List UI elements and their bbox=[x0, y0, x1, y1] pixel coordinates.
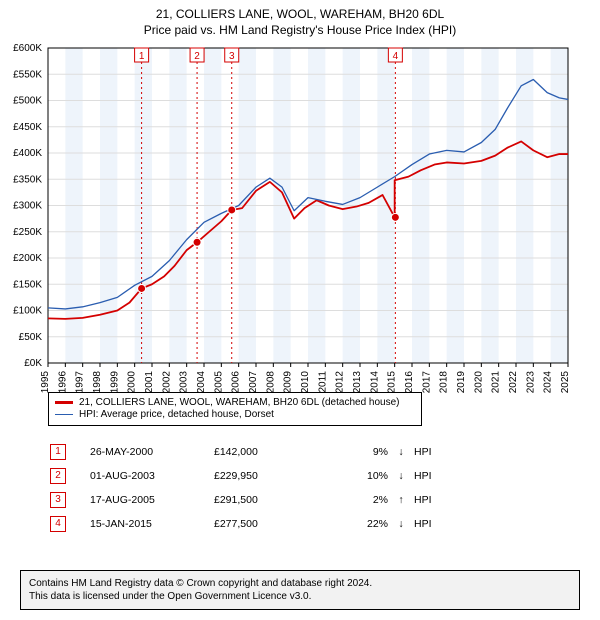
sale-date: 01-AUG-2003 bbox=[88, 464, 212, 488]
svg-text:2006: 2006 bbox=[231, 371, 242, 394]
svg-text:3: 3 bbox=[229, 51, 235, 62]
svg-text:£0K: £0K bbox=[24, 358, 42, 369]
legend-swatch bbox=[55, 414, 73, 416]
legend-swatch bbox=[55, 401, 73, 404]
attribution: Contains HM Land Registry data © Crown c… bbox=[20, 570, 580, 610]
svg-text:2001: 2001 bbox=[144, 371, 155, 394]
sale-marker-icon: 2 bbox=[50, 468, 66, 484]
sale-row: 2 01-AUG-2003£229,95010%↓HPI bbox=[48, 464, 548, 488]
price-chart: £0K£50K£100K£150K£200K£250K£300K£350K£40… bbox=[48, 48, 568, 378]
attribution-line2: This data is licensed under the Open Gov… bbox=[29, 590, 571, 603]
svg-text:2010: 2010 bbox=[300, 371, 311, 394]
svg-text:£500K: £500K bbox=[13, 96, 42, 107]
arrow-icon: ↓ bbox=[390, 440, 412, 464]
sale-date: 15-JAN-2015 bbox=[88, 512, 212, 536]
svg-text:1: 1 bbox=[139, 51, 145, 62]
attribution-line1: Contains HM Land Registry data © Crown c… bbox=[29, 577, 571, 590]
sale-vs: HPI bbox=[412, 464, 548, 488]
svg-text:£350K: £350K bbox=[13, 174, 42, 185]
svg-text:2000: 2000 bbox=[127, 371, 138, 394]
sale-row: 3 17-AUG-2005£291,5002%↑HPI bbox=[48, 488, 548, 512]
arrow-icon: ↓ bbox=[390, 512, 412, 536]
svg-text:2016: 2016 bbox=[404, 371, 415, 394]
svg-text:£50K: £50K bbox=[19, 332, 43, 343]
sale-price: £142,000 bbox=[212, 440, 326, 464]
sale-delta: 9% bbox=[326, 440, 390, 464]
sale-vs: HPI bbox=[412, 488, 548, 512]
sale-marker-icon: 1 bbox=[50, 444, 66, 460]
svg-text:2015: 2015 bbox=[387, 371, 398, 394]
chart-title-line1: 21, COLLIERS LANE, WOOL, WAREHAM, BH20 6… bbox=[0, 6, 600, 22]
sales-table: 126-MAY-2000£142,0009%↓HPI201-AUG-2003£2… bbox=[48, 440, 548, 536]
svg-text:1995: 1995 bbox=[40, 371, 51, 394]
sale-row: 1 26-MAY-2000£142,0009%↓HPI bbox=[48, 440, 548, 464]
svg-text:2022: 2022 bbox=[508, 371, 519, 394]
svg-text:2011: 2011 bbox=[317, 371, 328, 393]
sale-vs: HPI bbox=[412, 440, 548, 464]
sale-price: £229,950 bbox=[212, 464, 326, 488]
sale-delta: 2% bbox=[326, 488, 390, 512]
svg-text:2023: 2023 bbox=[525, 371, 536, 394]
arrow-icon: ↑ bbox=[390, 488, 412, 512]
chart-title-line2: Price paid vs. HM Land Registry's House … bbox=[0, 22, 600, 38]
svg-text:2009: 2009 bbox=[283, 371, 294, 394]
sale-date: 26-MAY-2000 bbox=[88, 440, 212, 464]
svg-text:2004: 2004 bbox=[196, 371, 207, 394]
svg-text:2013: 2013 bbox=[352, 371, 363, 394]
sale-marker-icon: 4 bbox=[50, 516, 66, 532]
svg-text:£150K: £150K bbox=[13, 279, 42, 290]
svg-text:2002: 2002 bbox=[161, 371, 172, 394]
svg-text:£200K: £200K bbox=[13, 253, 42, 264]
svg-text:£600K: £600K bbox=[13, 43, 42, 54]
sale-price: £277,500 bbox=[212, 512, 326, 536]
svg-text:2020: 2020 bbox=[473, 371, 484, 394]
sale-vs: HPI bbox=[412, 512, 548, 536]
svg-text:£250K: £250K bbox=[13, 227, 42, 238]
svg-text:1996: 1996 bbox=[57, 371, 68, 394]
svg-text:2019: 2019 bbox=[456, 371, 467, 394]
svg-text:2007: 2007 bbox=[248, 371, 259, 394]
sale-delta: 10% bbox=[326, 464, 390, 488]
svg-text:4: 4 bbox=[393, 51, 399, 62]
svg-text:2005: 2005 bbox=[213, 371, 224, 394]
svg-text:£550K: £550K bbox=[13, 69, 42, 80]
svg-text:£300K: £300K bbox=[13, 201, 42, 212]
svg-text:2003: 2003 bbox=[179, 371, 190, 394]
sale-row: 4 15-JAN-2015£277,50022%↓HPI bbox=[48, 512, 548, 536]
arrow-icon: ↓ bbox=[390, 464, 412, 488]
svg-text:2025: 2025 bbox=[560, 371, 571, 394]
svg-text:£400K: £400K bbox=[13, 148, 42, 159]
sale-delta: 22% bbox=[326, 512, 390, 536]
svg-text:2012: 2012 bbox=[335, 371, 346, 394]
svg-text:2017: 2017 bbox=[421, 371, 432, 394]
sale-marker-icon: 3 bbox=[50, 492, 66, 508]
legend: 21, COLLIERS LANE, WOOL, WAREHAM, BH20 6… bbox=[48, 392, 422, 426]
legend-label: HPI: Average price, detached house, Dors… bbox=[79, 409, 274, 420]
svg-text:1997: 1997 bbox=[75, 371, 86, 394]
svg-text:2024: 2024 bbox=[543, 371, 554, 394]
svg-text:2008: 2008 bbox=[265, 371, 276, 394]
legend-item: 21, COLLIERS LANE, WOOL, WAREHAM, BH20 6… bbox=[55, 397, 415, 408]
svg-text:2018: 2018 bbox=[439, 371, 450, 394]
legend-item: HPI: Average price, detached house, Dors… bbox=[55, 409, 415, 420]
svg-text:2014: 2014 bbox=[369, 371, 380, 394]
svg-text:2021: 2021 bbox=[491, 371, 502, 394]
sale-price: £291,500 bbox=[212, 488, 326, 512]
svg-text:£450K: £450K bbox=[13, 122, 42, 133]
svg-text:2: 2 bbox=[194, 51, 200, 62]
svg-text:1998: 1998 bbox=[92, 371, 103, 394]
sale-date: 17-AUG-2005 bbox=[88, 488, 212, 512]
legend-label: 21, COLLIERS LANE, WOOL, WAREHAM, BH20 6… bbox=[79, 397, 400, 408]
svg-text:1999: 1999 bbox=[109, 371, 120, 394]
svg-text:£100K: £100K bbox=[13, 306, 42, 317]
